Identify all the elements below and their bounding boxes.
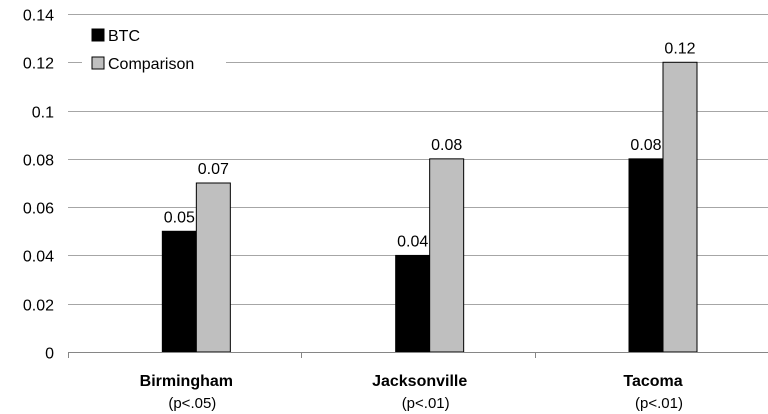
bar-btc-jacksonville [395, 254, 431, 353]
legend: BTC Comparison [82, 20, 226, 78]
legend-swatch-comparison [91, 56, 105, 70]
axes: 0 0.02 0.04 0.06 0.08 0.1 0.12 0.14 Birmingham (p… [23, 8, 768, 412]
legend-background [82, 20, 226, 78]
bar-btc-birmingham [161, 230, 197, 353]
x-category-label: Birmingham [140, 373, 233, 390]
data-label: 0.08 [431, 137, 462, 154]
x-category-note: (p<.05) [168, 395, 216, 412]
bars [161, 61, 698, 353]
x-category-note: (p<.01) [635, 395, 683, 412]
y-tick-label: 0.02 [23, 298, 54, 315]
x-category-label: Jacksonville [372, 373, 467, 390]
y-tick-label: 0 [45, 346, 54, 363]
x-category-note: (p<.01) [402, 395, 450, 412]
y-tick-label: 0.1 [32, 105, 54, 122]
bar-comparison-birmingham [195, 182, 231, 353]
y-tick-label: 0.04 [23, 249, 54, 266]
data-label: 0.05 [164, 209, 195, 226]
y-tick-label: 0.08 [23, 153, 54, 170]
data-label: 0.12 [664, 40, 695, 57]
bar-comparison-jacksonville [429, 158, 465, 353]
bar-comparison-tacoma [662, 61, 698, 353]
data-label: 0.07 [198, 161, 229, 178]
legend-label-btc: BTC [108, 28, 140, 45]
data-label: 0.08 [630, 137, 661, 154]
bar-btc-tacoma [628, 158, 664, 353]
data-label: 0.04 [397, 233, 428, 250]
y-tick-label: 0.14 [23, 8, 54, 25]
legend-label-comparison: Comparison [108, 56, 194, 73]
legend-swatch-btc [91, 28, 105, 42]
y-tick-label: 0.06 [23, 201, 54, 218]
data-labels: 0.05 0.04 0.08 0.07 0.08 0.12 [164, 40, 696, 250]
x-category-label: Tacoma [623, 373, 682, 390]
y-tick-label: 0.12 [23, 56, 54, 73]
